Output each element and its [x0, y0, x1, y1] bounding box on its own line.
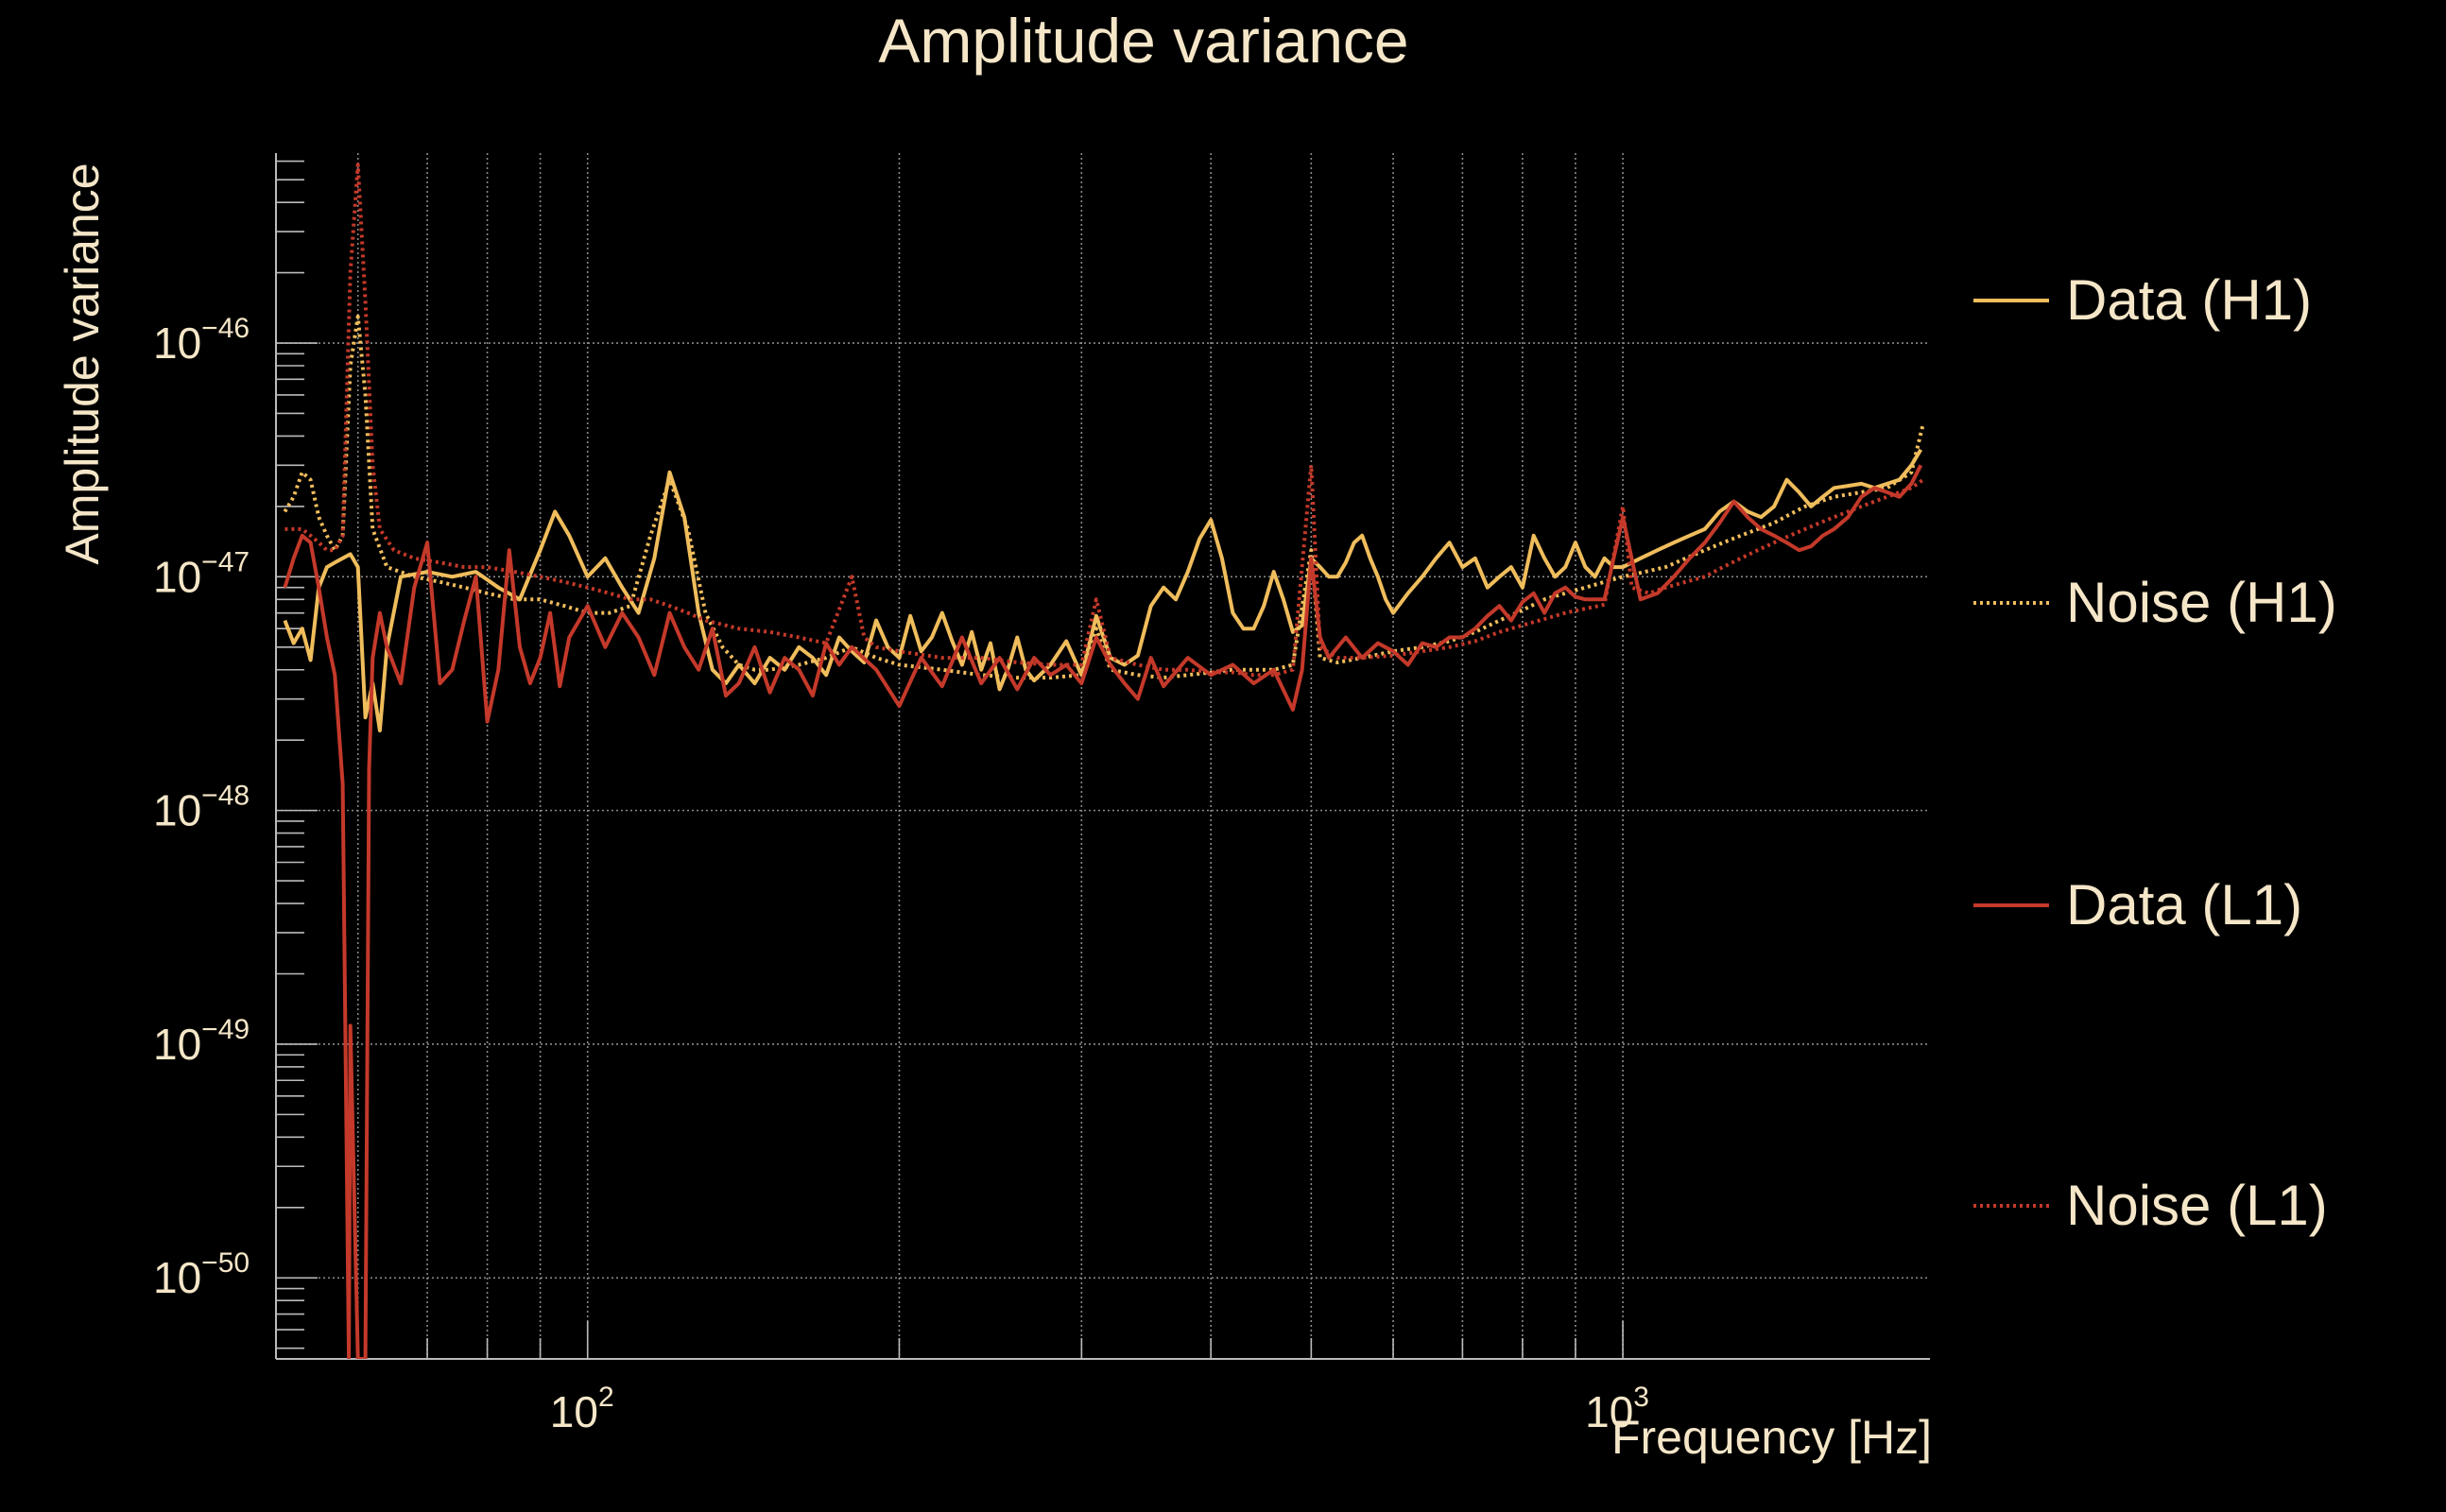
y-tick-label: 10−50 [153, 1247, 250, 1302]
legend-label-3: Data (L1) [2066, 873, 2302, 936]
y-tick-label: 10−48 [153, 781, 250, 835]
y-tick-label: 10−49 [153, 1014, 250, 1069]
x-axis-label: Frequency [Hz] [1611, 1411, 1932, 1464]
x-tick-label: 102 [550, 1382, 614, 1436]
y-tick-label: 10−46 [153, 313, 250, 368]
series-line-2 [283, 314, 1925, 680]
axes: 102 103 10−46 10−47 10−48 10−49 10−50 [153, 153, 1930, 1436]
legend-label-2: Noise (H1) [2066, 571, 2337, 634]
y-tick-label: 10−47 [153, 546, 250, 601]
y-axis-label: Amplitude variance [56, 163, 109, 564]
series-line-4 [284, 163, 1924, 678]
x-tick-label: 103 [1585, 1382, 1649, 1436]
series-line-3 [283, 464, 1923, 1359]
legend-label-4: Noise (L1) [2066, 1174, 2328, 1237]
series-line-1 [283, 448, 1923, 732]
grid-lines [275, 153, 1930, 1359]
legend-label-1: Data (H1) [2066, 268, 2312, 332]
legend: Data (H1) Noise (H1) Data (L1) Noise (L1) [1973, 268, 2337, 1237]
chart-title: Amplitude variance [878, 6, 1408, 76]
series-layer [283, 163, 1925, 1359]
